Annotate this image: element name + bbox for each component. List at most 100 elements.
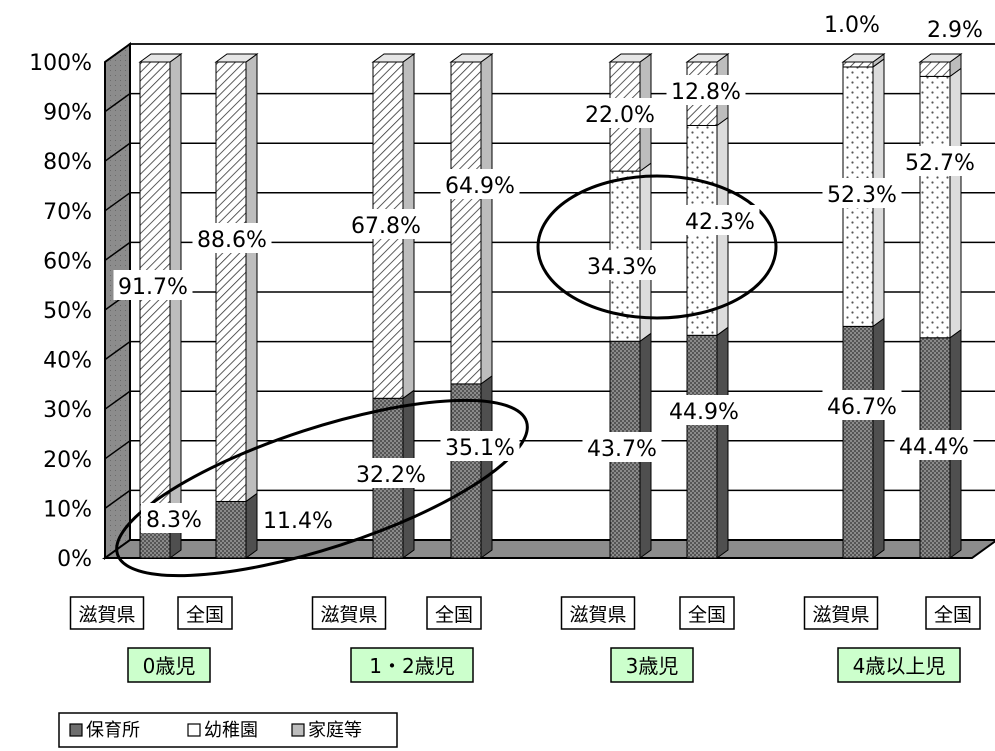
data-label: 64.9% xyxy=(445,174,515,199)
data-label: 52.3% xyxy=(827,183,897,208)
gridline-side xyxy=(104,440,131,460)
category-box xyxy=(925,596,981,630)
data-label: 34.3% xyxy=(587,255,657,280)
data-label-bg xyxy=(680,205,760,235)
bars xyxy=(138,53,963,559)
data-label-bg xyxy=(440,169,520,199)
data-label: 42.3% xyxy=(685,210,755,235)
bar-segment xyxy=(215,500,247,559)
data-label-bg xyxy=(582,250,662,280)
data-label-bg xyxy=(582,432,662,462)
bar-segment-side xyxy=(480,53,493,385)
legend: 保育所 幼稚園 家庭等 xyxy=(58,712,398,748)
data-label: 8.3% xyxy=(146,508,202,533)
category-labels: 滋賀県 全国 滋賀県 全国 滋賀県 全国 滋賀県 全国 xyxy=(69,596,981,630)
category-box xyxy=(560,596,636,630)
data-label-bg xyxy=(922,13,988,43)
legend-swatch xyxy=(291,723,305,737)
data-label-bg xyxy=(822,390,902,420)
data-label-bg xyxy=(580,98,660,128)
group-label: 4歳以上児 xyxy=(853,654,946,678)
bar-top xyxy=(918,53,963,63)
data-label-bg xyxy=(440,431,520,461)
y-axis-ticks: 0% 10% 20% 30% 40% 50% 60% 70% 80% 90% 100% xyxy=(29,51,92,572)
data-labels: 8.3% 11.4% 32.2% 35.1% 43.7% 44.9% 46.7%44.4% 3… xyxy=(113,8,988,534)
category-label: 滋賀県 xyxy=(320,604,377,626)
highlight-ellipse-young xyxy=(115,398,529,578)
group-label: 1・2歳児 xyxy=(369,654,454,678)
data-label: 52.7% xyxy=(905,151,975,176)
category-box xyxy=(679,596,735,630)
bar-top xyxy=(214,53,259,63)
gridline-side xyxy=(104,489,131,510)
gridline-side xyxy=(104,340,131,361)
data-label-bg xyxy=(346,209,426,239)
group-box xyxy=(127,647,211,683)
bar-top xyxy=(449,53,494,63)
data-label-bg xyxy=(351,458,431,488)
bar-top xyxy=(138,53,183,63)
bar-segment-side xyxy=(245,492,258,559)
category-label: 全国 xyxy=(934,604,972,626)
highlight-ellipse-3yo xyxy=(536,174,778,320)
data-label: 12.8% xyxy=(671,80,741,105)
category-box xyxy=(311,596,387,630)
legend-label: 家庭等 xyxy=(308,720,362,741)
legend-label: 保育所 xyxy=(86,720,140,741)
group-labels: 0歳児 1・2歳児 3歳児 4歳以上児 xyxy=(127,647,961,683)
bar-segment-side xyxy=(245,53,258,503)
category-label: 全国 xyxy=(186,604,224,626)
bar-top xyxy=(841,53,886,63)
category-box xyxy=(69,596,145,630)
gridline-side xyxy=(104,43,131,63)
bar-segment xyxy=(450,383,482,559)
bar-segment-side xyxy=(872,317,885,559)
y-tick-label: 90% xyxy=(43,101,92,126)
data-label: 88.6% xyxy=(197,228,267,253)
category-label: 全国 xyxy=(688,604,726,626)
data-label-bg xyxy=(666,75,746,105)
bar-segment xyxy=(842,61,874,68)
data-label: 1.0% xyxy=(824,13,880,38)
category-label: 滋賀県 xyxy=(812,604,869,626)
data-label-bg xyxy=(192,223,272,253)
y-tick-label: 40% xyxy=(43,349,92,374)
legend-swatch xyxy=(69,723,83,737)
group-label: 0歳児 xyxy=(143,654,196,678)
data-label-bg xyxy=(894,430,974,460)
category-box xyxy=(426,596,482,630)
data-label: 11.4% xyxy=(263,509,333,534)
legend-box xyxy=(58,712,398,748)
data-label: 44.9% xyxy=(669,400,739,425)
data-label: 44.4% xyxy=(899,435,969,460)
floor xyxy=(101,539,995,559)
category-box xyxy=(803,596,879,630)
y-tick-label: 0% xyxy=(57,547,92,572)
group-box xyxy=(837,647,961,683)
data-label-bg xyxy=(819,8,885,38)
bar-segment xyxy=(919,61,951,77)
gridline-side xyxy=(104,390,131,410)
data-label-bg xyxy=(113,270,193,300)
gridline-side xyxy=(104,142,131,162)
data-label-bg xyxy=(822,178,902,208)
data-label: 22.0% xyxy=(585,103,655,128)
bar-segment xyxy=(686,334,718,559)
data-label-bg xyxy=(141,503,207,533)
y-tick-label: 60% xyxy=(43,249,92,274)
bar-segment xyxy=(450,61,482,385)
data-label: 43.7% xyxy=(587,437,657,462)
category-label: 滋賀県 xyxy=(78,604,135,626)
data-label: 46.7% xyxy=(827,395,897,420)
y-tick-label: 30% xyxy=(43,398,92,423)
gridline-side xyxy=(104,241,131,262)
category-box xyxy=(177,596,233,630)
legend-swatch xyxy=(187,723,201,737)
y-tick-label: 20% xyxy=(43,448,92,473)
bar-top xyxy=(371,53,416,63)
data-label: 67.8% xyxy=(351,214,421,239)
y-tick-label: 100% xyxy=(29,51,92,76)
y-tick-label: 10% xyxy=(43,497,92,522)
group-label: 3歳児 xyxy=(626,654,679,678)
group-box xyxy=(610,647,694,683)
